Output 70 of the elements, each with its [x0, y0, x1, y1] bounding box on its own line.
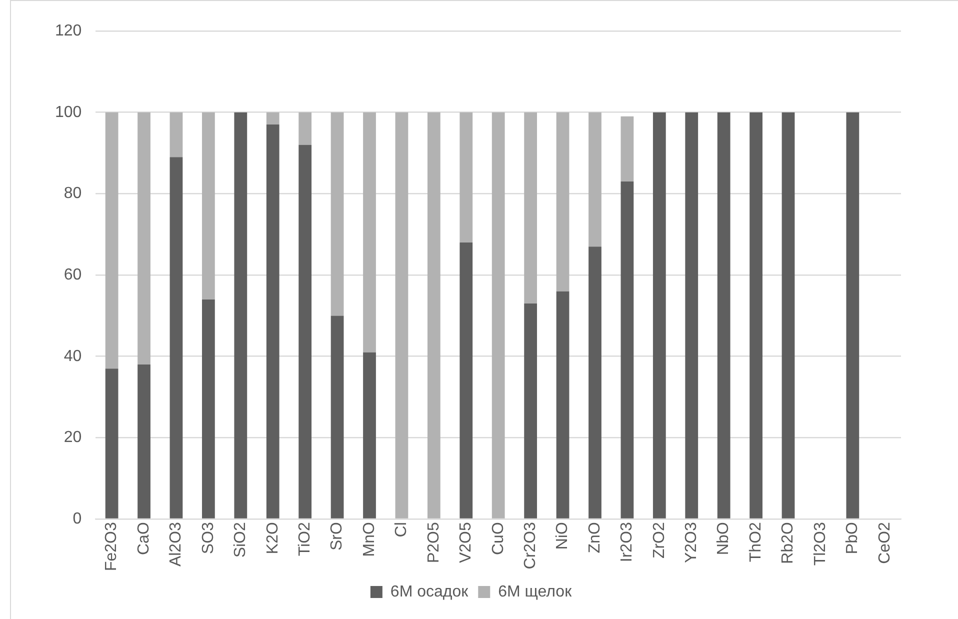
legend-label: 6M осадок	[390, 583, 470, 600]
bar	[202, 299, 215, 518]
x-tick-label: SO3	[200, 522, 217, 554]
x-tick-label: SiO2	[232, 522, 250, 558]
bar	[717, 112, 730, 518]
x-tick-label: V2O5	[458, 522, 475, 564]
x-tick-label: MnO	[360, 522, 378, 557]
x-tick-label: Cl	[393, 522, 410, 538]
x-tick-label: Y2O3	[683, 522, 700, 564]
bar	[138, 112, 150, 365]
bar	[330, 316, 344, 518]
legend-label: 6M щелок	[498, 583, 573, 600]
bar	[395, 112, 408, 518]
x-tick-label: CaO	[135, 522, 152, 555]
y-tick-label: 60	[64, 266, 82, 284]
y-tick-label: 40	[64, 348, 82, 365]
bar	[588, 112, 602, 247]
bar	[524, 112, 538, 304]
x-tick-label: Rb2O	[780, 522, 797, 564]
x-tick-label: CuO	[490, 522, 507, 555]
bar	[620, 116, 634, 182]
bar	[266, 124, 280, 518]
x-tick-label: P2O5	[425, 522, 442, 564]
bar	[492, 112, 505, 518]
x-tick-label: Tl2O3	[812, 522, 829, 566]
bar	[266, 112, 280, 125]
x-tick-label: PbO	[844, 522, 862, 554]
bar	[685, 112, 698, 518]
bar	[330, 112, 344, 316]
bar	[652, 112, 666, 518]
bar	[170, 157, 183, 518]
bar	[170, 112, 183, 158]
y-tick-label: 80	[64, 185, 82, 202]
x-tick-label: NbO	[715, 522, 732, 555]
x-tick-label: Fe2O3	[103, 522, 120, 572]
bar	[363, 112, 376, 352]
bar	[620, 181, 634, 518]
x-tick-label: K2O	[264, 522, 282, 554]
bar	[460, 242, 473, 518]
y-tick-label: 120	[54, 22, 82, 40]
x-tick-label: SrO	[328, 522, 346, 551]
bar	[105, 112, 118, 369]
x-tick-label: Cr2O3	[522, 522, 539, 570]
bar	[138, 364, 150, 518]
bar	[427, 112, 440, 518]
bar	[556, 112, 570, 292]
x-tick-label: ZrO2	[650, 522, 668, 559]
bar	[846, 112, 860, 518]
x-tick-label: NiO	[554, 522, 572, 550]
bar	[524, 304, 538, 518]
y-tick-label: 0	[72, 510, 82, 528]
bar	[782, 112, 795, 518]
bar	[460, 112, 473, 243]
y-tick-label: 100	[54, 104, 82, 121]
x-tick-label: CeO2	[876, 522, 894, 564]
bar	[298, 144, 312, 518]
bar	[750, 112, 762, 518]
y-tick-label: 20	[64, 429, 82, 446]
x-tick-label: Ir2O3	[618, 522, 636, 562]
x-tick-label: ThO2	[747, 522, 764, 562]
x-tick-label: ZnO	[586, 522, 604, 554]
bar	[556, 291, 570, 518]
bar	[588, 246, 602, 518]
bar	[105, 368, 118, 518]
bar	[202, 112, 215, 300]
bar	[363, 352, 376, 518]
bar	[298, 112, 312, 145]
x-tick-label: Al2O3	[168, 522, 185, 567]
bar	[234, 112, 248, 518]
x-tick-label: TiO2	[296, 522, 314, 556]
